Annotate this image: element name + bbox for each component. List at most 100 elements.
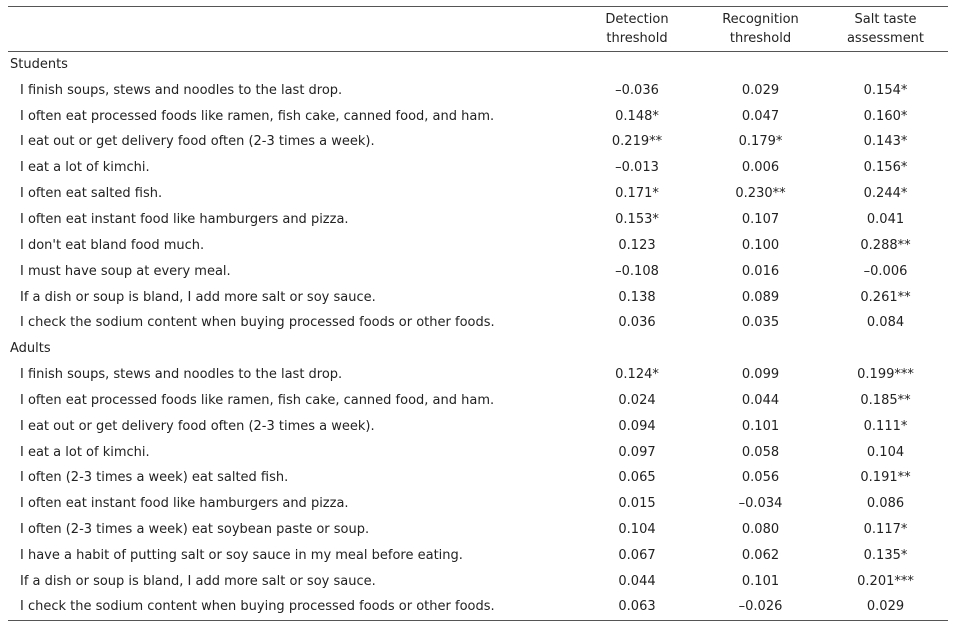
- item-label: I don't eat bland food much.: [20, 237, 205, 253]
- item-label: I check the sodium content when buying p…: [20, 315, 495, 331]
- value-cell: 0.201***: [857, 573, 914, 589]
- value-cell: 0.016: [741, 263, 780, 279]
- value-cell: 0.097: [618, 444, 656, 460]
- value-cell: 0.080: [741, 522, 780, 538]
- table-row: I finish soups, stews and noodles to the…: [8, 362, 948, 388]
- item-label: I must have soup at every meal.: [20, 263, 231, 279]
- correlation-table: Detection threshold Recognition threshol…: [8, 6, 948, 621]
- item-label: I check the sodium content when buying p…: [8, 594, 576, 621]
- table-row: I check the sodium content when buying p…: [8, 594, 948, 621]
- header-detection-line1: Detection: [605, 12, 669, 27]
- item-label: I often eat instant food like hamburgers…: [20, 496, 349, 512]
- value-cell: –0.034: [738, 496, 783, 512]
- table-row: I often eat instant food like hamburgers…: [8, 491, 948, 517]
- value-cell: 0.062: [741, 547, 780, 563]
- item-label: I often eat processed foods like ramen, …: [20, 108, 495, 124]
- value-cell: 0.123: [618, 237, 656, 253]
- table-row: I finish soups, stews and noodles to the…: [8, 77, 948, 103]
- value-cell: 0.230**: [735, 186, 786, 202]
- value-cell: 0.160*: [863, 108, 908, 124]
- value-cell: 0.024: [618, 392, 656, 408]
- header-salt-taste-line1: Salt taste: [854, 12, 917, 27]
- item-label: I finish soups, stews and noodles to the…: [20, 367, 343, 383]
- header-cell-item: [8, 6, 576, 52]
- value-cell: 0.100: [741, 237, 780, 253]
- value-cell: 0.035: [741, 315, 780, 331]
- value-cell: –0.036: [615, 82, 659, 98]
- group-label: Adults: [10, 341, 51, 357]
- table-row: I often eat instant food like hamburgers…: [8, 207, 948, 233]
- value-cell: 0.135*: [863, 547, 908, 563]
- item-label: If a dish or soup is bland, I add more s…: [20, 289, 376, 305]
- value-cell: –0.013: [615, 160, 659, 176]
- table-row: I eat out or get delivery food often (2-…: [8, 129, 948, 155]
- header-cell-detection: Detection threshold: [576, 6, 698, 52]
- value-cell: 0.047: [741, 108, 780, 124]
- table-row: If a dish or soup is bland, I add more s…: [8, 284, 948, 310]
- value-cell: 0.171*: [615, 186, 659, 202]
- value-cell: –0.006: [863, 263, 908, 279]
- table-row: I eat a lot of kimchi. 0.097 0.058 0.104: [8, 439, 948, 465]
- value-cell: 0.101: [741, 418, 780, 434]
- table-row: If a dish or soup is bland, I add more s…: [8, 568, 948, 594]
- table-row: I eat out or get delivery food often (2-…: [8, 413, 948, 439]
- value-cell: 0.067: [618, 547, 656, 563]
- value-cell: 0.244*: [863, 186, 908, 202]
- value-cell: 0.185**: [860, 392, 911, 408]
- value-cell: 0.056: [741, 470, 780, 486]
- header-row: Detection threshold Recognition threshol…: [8, 6, 948, 52]
- group-row: Students: [8, 52, 948, 78]
- value-cell: 0.124*: [615, 367, 659, 383]
- value-cell: 0.111*: [863, 418, 908, 434]
- value-cell: –0.026: [698, 594, 823, 621]
- header-cell-salt-taste: Salt taste assessment: [823, 6, 948, 52]
- table-row: I don't eat bland food much. 0.123 0.100 0.…: [8, 232, 948, 258]
- value-cell: 0.148*: [615, 108, 659, 124]
- item-label: I eat a lot of kimchi.: [20, 444, 150, 460]
- item-label: I eat a lot of kimchi.: [20, 160, 150, 176]
- value-cell: 0.288**: [860, 237, 911, 253]
- value-cell: 0.094: [618, 418, 656, 434]
- value-cell: 0.084: [866, 315, 905, 331]
- value-cell: 0.191**: [860, 470, 911, 486]
- table-row: I eat a lot of kimchi. –0.013 0.006 0.156*: [8, 155, 948, 181]
- value-cell: 0.058: [741, 444, 780, 460]
- value-cell: 0.154*: [863, 82, 908, 98]
- value-cell: 0.086: [866, 496, 905, 512]
- value-cell: 0.006: [741, 160, 780, 176]
- value-cell: 0.101: [741, 573, 780, 589]
- item-label: I eat out or get delivery food often (2-…: [20, 418, 375, 434]
- value-cell: 0.029: [741, 82, 780, 98]
- item-label: I finish soups, stews and noodles to the…: [20, 82, 343, 98]
- table-row: I often (2-3 times a week) eat soybean p…: [8, 517, 948, 543]
- value-cell: 0.219**: [611, 134, 663, 150]
- item-label: I often (2-3 times a week) eat soybean p…: [20, 522, 370, 538]
- value-cell: 0.261**: [860, 289, 911, 305]
- table-row: I often eat salted fish. 0.171* 0.230** 0.2…: [8, 181, 948, 207]
- value-cell: 0.044: [618, 573, 656, 589]
- table-body: Students I finish soups, stews and noodle…: [8, 52, 948, 621]
- header-recognition-line1: Recognition: [722, 12, 799, 27]
- item-label: I eat out or get delivery food often (2-…: [20, 134, 375, 150]
- value-cell: –0.108: [615, 263, 659, 279]
- item-label: If a dish or soup is bland, I add more s…: [20, 573, 376, 589]
- value-cell: 0.138: [618, 289, 656, 305]
- item-label: I often eat instant food like hamburgers…: [20, 211, 349, 227]
- value-cell: 0.156*: [863, 160, 908, 176]
- value-cell: 0.179*: [738, 134, 783, 150]
- value-cell: 0.041: [866, 211, 905, 227]
- table-row: I often (2-3 times a week) eat salted fi…: [8, 465, 948, 491]
- value-cell: 0.143*: [863, 134, 908, 150]
- group-row: Adults: [8, 336, 948, 362]
- header-detection-line2: threshold: [606, 31, 668, 46]
- item-label: I often eat processed foods like ramen, …: [20, 392, 495, 408]
- value-cell: 0.104: [618, 522, 656, 538]
- value-cell: 0.104: [866, 444, 905, 460]
- value-cell: 0.063: [576, 594, 698, 621]
- value-cell: 0.065: [618, 470, 656, 486]
- value-cell: 0.029: [823, 594, 948, 621]
- item-label: I often eat salted fish.: [20, 186, 163, 202]
- item-label: I have a habit of putting salt or soy sa…: [20, 547, 463, 563]
- table-row: I must have soup at every meal. –0.108 0.0…: [8, 258, 948, 284]
